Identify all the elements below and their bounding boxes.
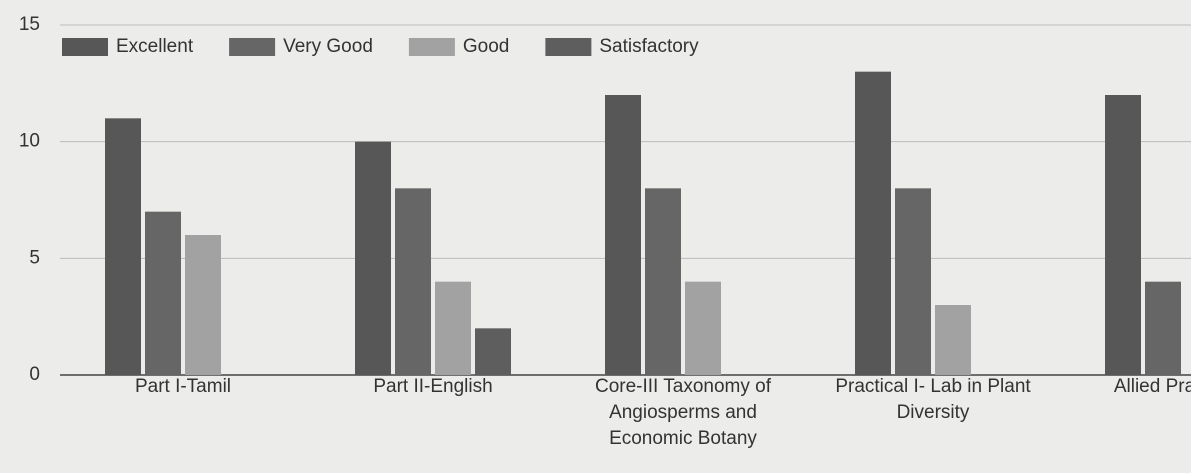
y-tick-label: 0	[29, 364, 40, 385]
legend-swatch	[229, 38, 276, 56]
legend-swatch	[408, 38, 455, 56]
y-tick-label: 5	[29, 247, 40, 268]
x-tick-label: Part I-Tamil	[134, 376, 232, 397]
legend-swatch	[545, 38, 592, 56]
bar	[895, 188, 931, 375]
legend-label: Good	[463, 36, 509, 57]
bar	[105, 118, 141, 375]
bar	[1145, 281, 1181, 375]
legend-label: Very Good	[283, 36, 373, 57]
bar	[935, 305, 971, 375]
y-tick-label: 15	[19, 14, 40, 35]
bar	[1105, 95, 1141, 375]
bar	[395, 188, 431, 375]
x-tick-label: Core-III Taxonomy of Angiosperms and Eco…	[594, 376, 771, 449]
bar	[685, 281, 721, 375]
legend-label: Excellent	[116, 36, 194, 57]
x-tick-label: Part II-English	[373, 376, 493, 397]
legend-label: Satisfactory	[599, 36, 699, 57]
legend-swatch	[62, 38, 108, 56]
bar	[605, 95, 641, 375]
bar	[475, 328, 511, 375]
bar	[145, 211, 181, 375]
bar	[855, 71, 891, 376]
bar	[645, 188, 681, 375]
bar	[435, 281, 471, 375]
x-tick-label: Practical I- Lab in Plant Diversity	[835, 376, 1031, 423]
y-tick-label: 10	[19, 131, 40, 152]
bar	[355, 141, 391, 375]
bar	[185, 235, 221, 375]
x-tick-label: Allied Prac in Zo	[1113, 376, 1191, 397]
